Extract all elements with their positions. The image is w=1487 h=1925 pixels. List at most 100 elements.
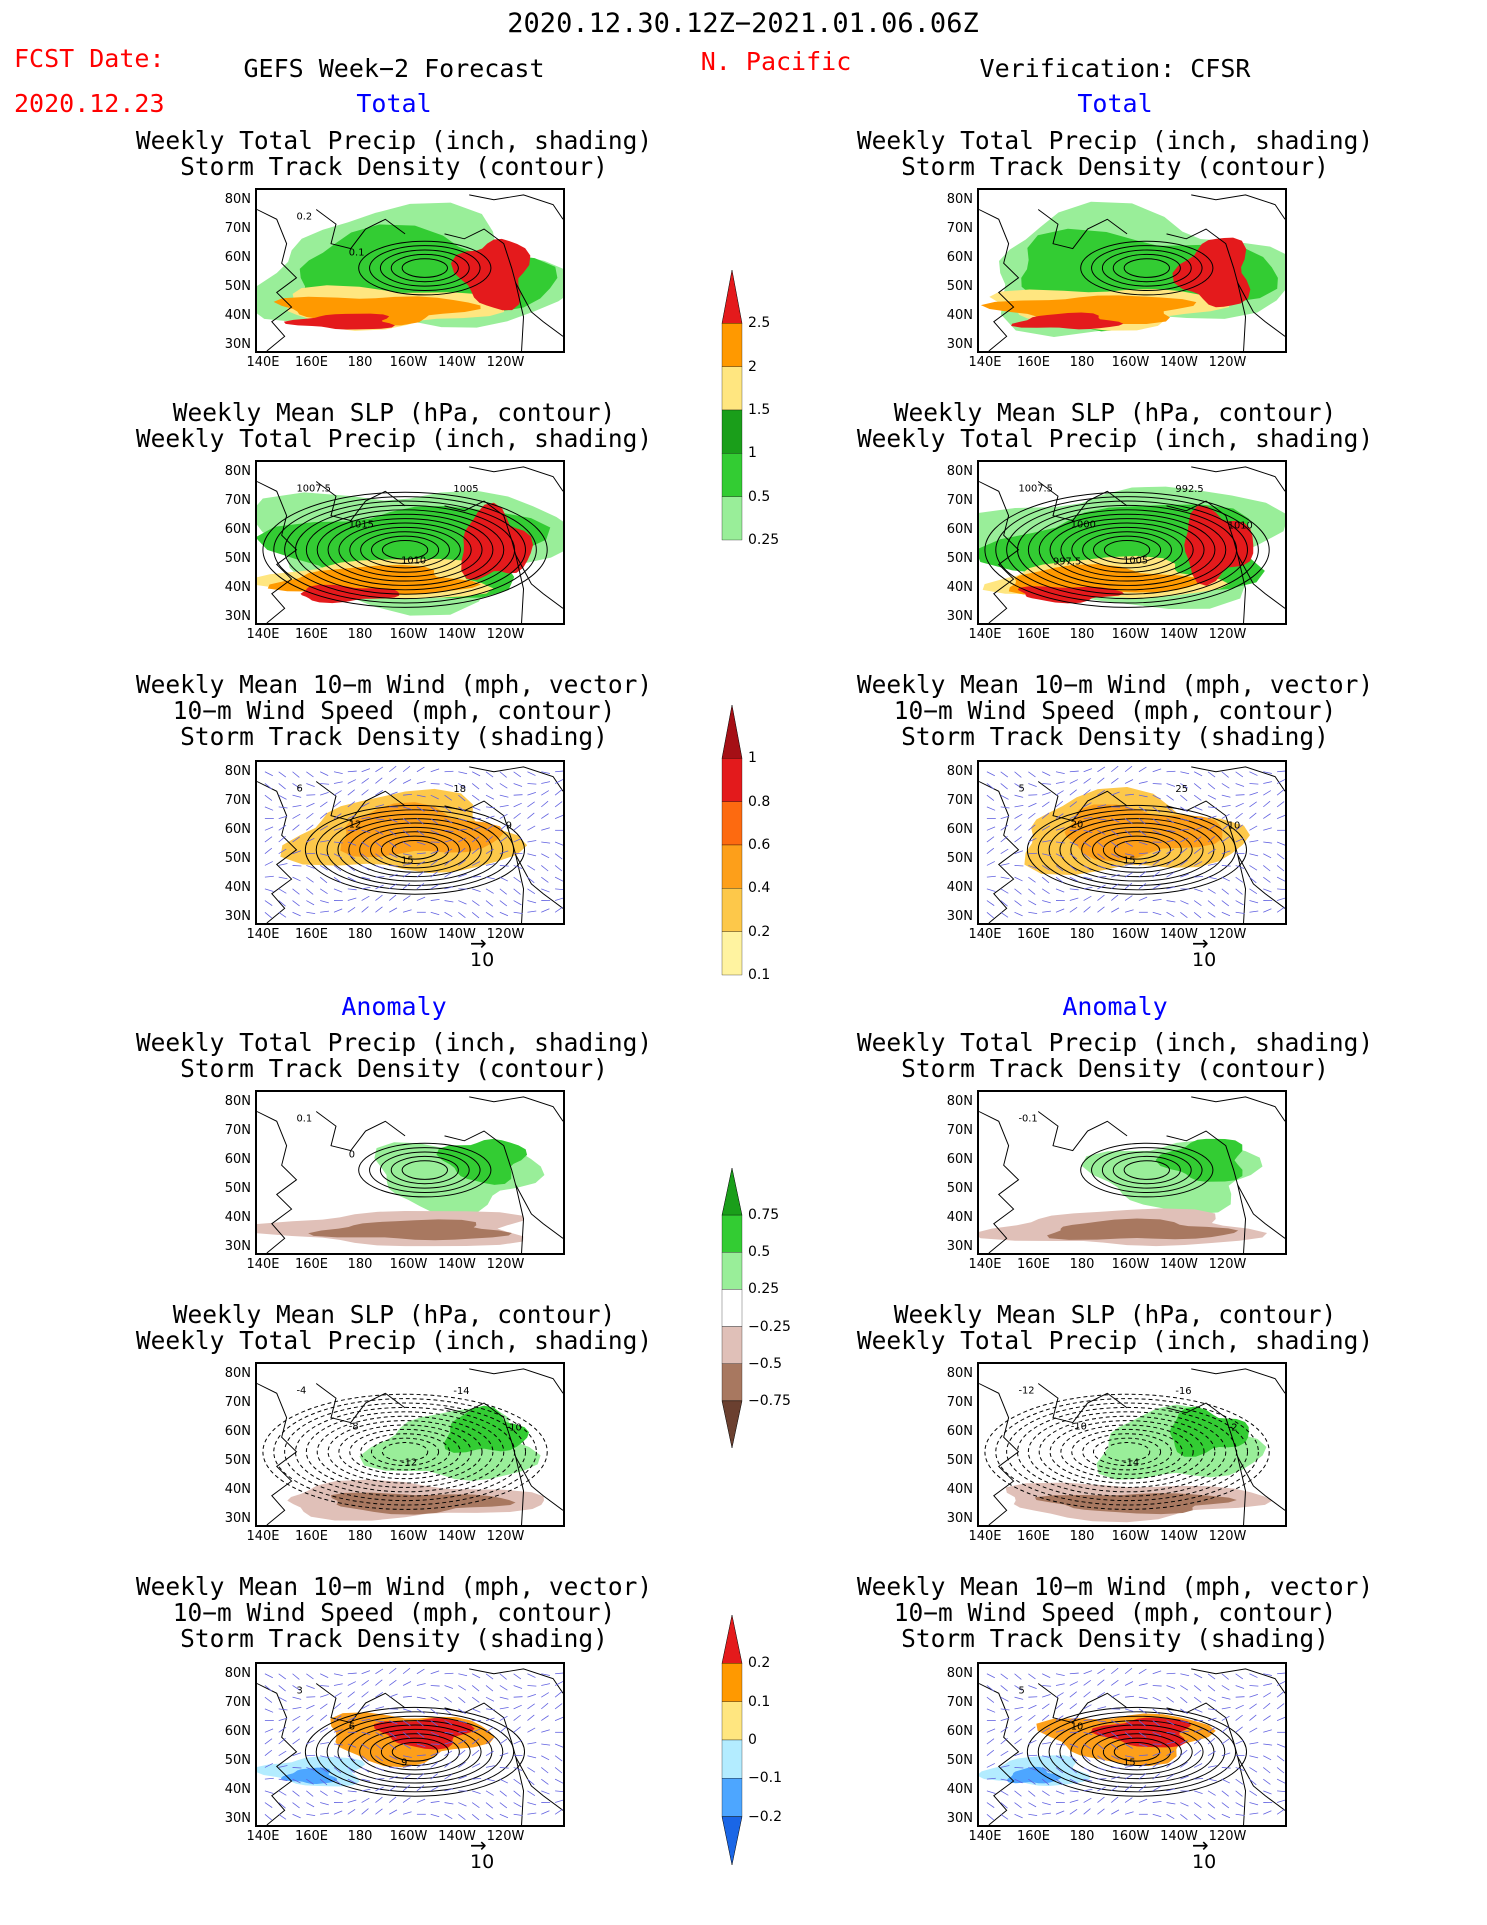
contour-label: 1005: [1123, 556, 1148, 567]
panel-title-line: Weekly Total Precip (inch, shading): [135, 126, 653, 155]
lon-tick-label: 160W: [389, 1829, 428, 1844]
lat-tick-label: 50N: [224, 551, 251, 566]
contour-label: 1007.5: [1018, 483, 1052, 494]
precip-shading-red: [461, 502, 533, 580]
coastline: [979, 1368, 1285, 1525]
lon-tick-label: 160W: [1111, 1829, 1150, 1844]
contour-lines: [1080, 1142, 1214, 1198]
colorbar-label: 0.6: [748, 837, 771, 853]
panel-title-line: Weekly Mean 10−m Wind (mph, vector): [135, 670, 653, 699]
lat-tick-label: 60N: [946, 1724, 973, 1739]
panel-title: Weekly Total Precip (inch, shading) Storm…: [84, 128, 704, 180]
reference-vector-value: 10: [470, 949, 495, 971]
contour-label: 3: [296, 1685, 302, 1696]
panel-title-line: Weekly Mean SLP (hPa, contour): [893, 1300, 1337, 1329]
colorbar-label: 0.2: [748, 923, 771, 940]
contour-label: -4: [296, 1385, 306, 1396]
contour-label: 0.1: [349, 247, 365, 258]
lat-tick-label: 50N: [224, 1453, 251, 1468]
lon-tick-label: 180: [1069, 355, 1095, 370]
lat-tick-label: 60N: [224, 1724, 251, 1739]
lon-tick-label: 160W: [1111, 627, 1150, 642]
lon-tick-label: 140E: [968, 627, 1002, 642]
contour-label: -8: [349, 1421, 359, 1432]
lat-tick-label: 80N: [224, 1366, 251, 1381]
lat-tick-label: 30N: [946, 1811, 973, 1826]
lon-tick-label: 120W: [486, 1529, 525, 1544]
lat-tick-label: 50N: [946, 1181, 973, 1196]
panel-title-line: Weekly Total Precip (inch, shading): [856, 1028, 1374, 1057]
contour-label: 6: [296, 783, 302, 794]
lon-tick-label: 120W: [1208, 627, 1247, 642]
forecast-title: GEFS Week−2 Forecast: [243, 54, 545, 83]
lon-tick-label: 160W: [1111, 355, 1150, 370]
colorbar-swatches: [721, 704, 743, 976]
precip-anom-shading: [1034, 1493, 1237, 1515]
lon-tick-label: 140E: [968, 1829, 1002, 1844]
contour-lines: [358, 240, 492, 296]
contour-label: 0: [349, 1149, 355, 1160]
lat-tick-label: 70N: [224, 1123, 251, 1138]
contour-lines: [1080, 240, 1214, 296]
colorbar-swatch: [721, 1167, 743, 1216]
precip-shading-orange: [980, 295, 1197, 324]
panel-title-line: Weekly Mean 10−m Wind (mph, vector): [135, 1572, 653, 1601]
colorbar-swatch: [721, 888, 743, 932]
map-canvas: -4 -8 -12 -14 -10: [257, 1368, 563, 1525]
colorbar-swatch: [721, 1326, 743, 1364]
lat-tick-label: 50N: [946, 279, 973, 294]
lon-tick-label: 160W: [1111, 1529, 1150, 1544]
lat-tick-label: 50N: [224, 279, 251, 294]
contour-label: 9: [401, 1758, 407, 1769]
contour-label: 6: [349, 1721, 355, 1732]
lon-tick-label: 120W: [486, 1257, 525, 1272]
contour-label: 12: [349, 819, 362, 830]
coastline: [257, 1368, 563, 1525]
map-panel-wind_storm-total-left: 6 12 15 18 9: [255, 760, 565, 925]
lat-tick-label: 60N: [946, 1424, 973, 1439]
map-panel-slp_precip-total-left: 1007.5 1015 1010 1005: [255, 460, 565, 625]
map-panel-precip_storm-total-right: [977, 188, 1287, 353]
lat-tick-label: 60N: [224, 822, 251, 837]
colorbar-swatch: [721, 1363, 743, 1401]
colorbar-label: 1: [748, 445, 757, 462]
panel-title-line: Weekly Total Precip (inch, shading): [856, 1326, 1374, 1355]
lon-tick-label: 140W: [438, 355, 476, 370]
contour-label: -12: [1018, 1385, 1034, 1396]
colorbar-label: −0.75: [748, 1392, 791, 1409]
colorbar-swatch: [721, 844, 743, 889]
lon-tick-label: 160E: [1016, 1529, 1051, 1544]
lon-tick-label: 140W: [1160, 1529, 1198, 1544]
lat-tick-label: 60N: [224, 522, 251, 537]
panel-title-line: Weekly Total Precip (inch, shading): [856, 424, 1374, 453]
colorbar-label: 1: [748, 750, 757, 767]
reference-arrow-icon: →: [1192, 931, 1209, 955]
reference-vector: → 10: [470, 933, 495, 971]
reference-vector: → 10: [1192, 931, 1216, 971]
panel-title-line: Storm Track Density (contour): [180, 1054, 608, 1083]
contour-label: 20: [1071, 819, 1084, 830]
panel-title-line: Storm Track Density (shading): [180, 722, 608, 751]
contour-label: 0.1: [296, 1113, 312, 1124]
precip-anom-shading: [1047, 1218, 1239, 1240]
map-canvas: 0.2 0.1: [257, 194, 563, 351]
contour-label: -16: [1175, 1386, 1191, 1397]
map-canvas: -0.1: [979, 1096, 1285, 1253]
lon-tick-label: 160E: [1016, 927, 1051, 942]
colorbar-swatch: [721, 1214, 743, 1253]
lon-tick-label: 140E: [246, 627, 280, 642]
precip-shading-red: [300, 584, 400, 604]
panel-title-line: Storm Track Density (shading): [180, 1624, 608, 1653]
negative-contours: [262, 1393, 548, 1510]
precip-shading-red: [1172, 237, 1251, 308]
colorbar-label: −0.2: [748, 1808, 782, 1825]
right-anomaly-label: Anomaly: [1062, 992, 1168, 1021]
lat-tick-label: 80N: [224, 1094, 251, 1109]
colorbar-swatch: [721, 801, 743, 846]
panel-title-line: Weekly Total Precip (inch, shading): [135, 1028, 653, 1057]
lat-tick-label: 50N: [946, 851, 973, 866]
contour-label: -0.1: [1018, 1113, 1037, 1124]
contour-label: 15: [401, 856, 414, 867]
contour-label: -2: [1228, 1422, 1238, 1433]
lat-tick-label: 50N: [224, 1181, 251, 1196]
